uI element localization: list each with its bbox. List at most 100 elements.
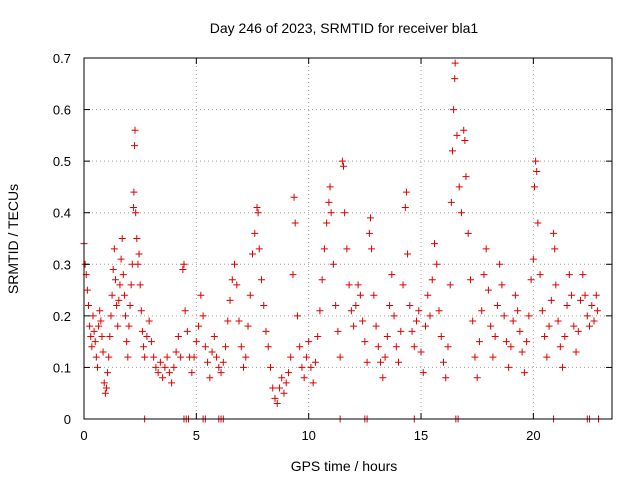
data-point [219,358,227,366]
data-point [278,374,286,382]
y-tick-label: 0 [64,412,71,427]
data-point [451,59,459,67]
data-point [450,106,458,114]
data-point [473,374,481,382]
data-point [475,338,483,346]
data-point [83,286,91,294]
data-point [84,302,92,310]
data-point [498,281,506,289]
data-point [520,369,528,377]
data-point [511,291,519,299]
data-point [451,75,459,83]
data-point [280,389,288,397]
data-point [204,358,212,366]
data-point [593,307,601,315]
data-point [86,322,94,330]
data-point [114,322,122,330]
data-point [233,281,241,289]
data-point [370,291,378,299]
data-point [197,291,205,299]
data-point [293,312,301,320]
data-point [249,250,257,258]
data-point [165,369,173,377]
data-point [126,302,134,310]
data-point [172,348,180,356]
data-point [89,312,97,320]
data-point [147,338,155,346]
data-point [92,353,100,361]
data-point [381,353,389,361]
data-point [366,214,374,222]
data-point [556,343,564,351]
data-point [326,183,334,191]
data-point [99,348,107,356]
data-point [325,198,333,206]
data-point [141,353,149,361]
data-point [110,245,118,253]
data-point [138,327,146,335]
data-point [93,363,101,371]
data-point [316,307,324,315]
data-point [95,322,103,330]
data-point [457,209,465,217]
data-point [284,369,292,377]
data-point [581,291,589,299]
data-point [107,312,115,320]
data-point [262,327,270,335]
data-point [529,255,537,263]
data-point [374,343,382,351]
data-point [536,271,544,279]
data-point [336,353,344,361]
data-point [487,322,495,330]
data-point [145,317,153,325]
data-point [213,353,221,361]
data-point [120,291,128,299]
data-point [332,302,340,310]
data-point [296,343,304,351]
data-point [496,260,504,268]
data-point [363,358,371,366]
data-point [410,343,418,351]
data-point [132,209,140,217]
data-point [174,332,182,340]
data-point [433,260,441,268]
data-point [240,363,248,371]
data-point [426,312,434,320]
data-point [565,271,573,279]
data-point [484,286,492,294]
data-point [525,312,533,320]
data-point [251,229,259,237]
data-point [559,363,567,371]
x-tick-label: 10 [301,428,315,443]
data-point [98,332,106,340]
data-point [104,369,112,377]
data-point [206,374,214,382]
data-point [273,400,281,408]
data-point [545,322,553,330]
data-point [543,353,551,361]
data-point [397,327,405,335]
data-point [399,281,407,289]
data-point [419,369,427,377]
data-point [163,353,171,361]
x-tick-label: 5 [193,428,200,443]
data-point [415,307,423,315]
data-point [291,219,299,227]
data-point [401,204,409,212]
data-point [439,358,447,366]
data-point [152,363,160,371]
data-point [572,348,580,356]
data-point [372,322,380,330]
data-point [91,338,99,346]
data-point [577,296,585,304]
data-point [242,353,250,361]
data-point [118,235,126,242]
data-point [208,348,216,356]
y-tick-label: 0.3 [53,257,71,272]
data-point [502,338,510,346]
data-point [102,384,110,392]
data-point [168,379,176,387]
data-point [446,281,454,289]
data-point [379,374,387,382]
